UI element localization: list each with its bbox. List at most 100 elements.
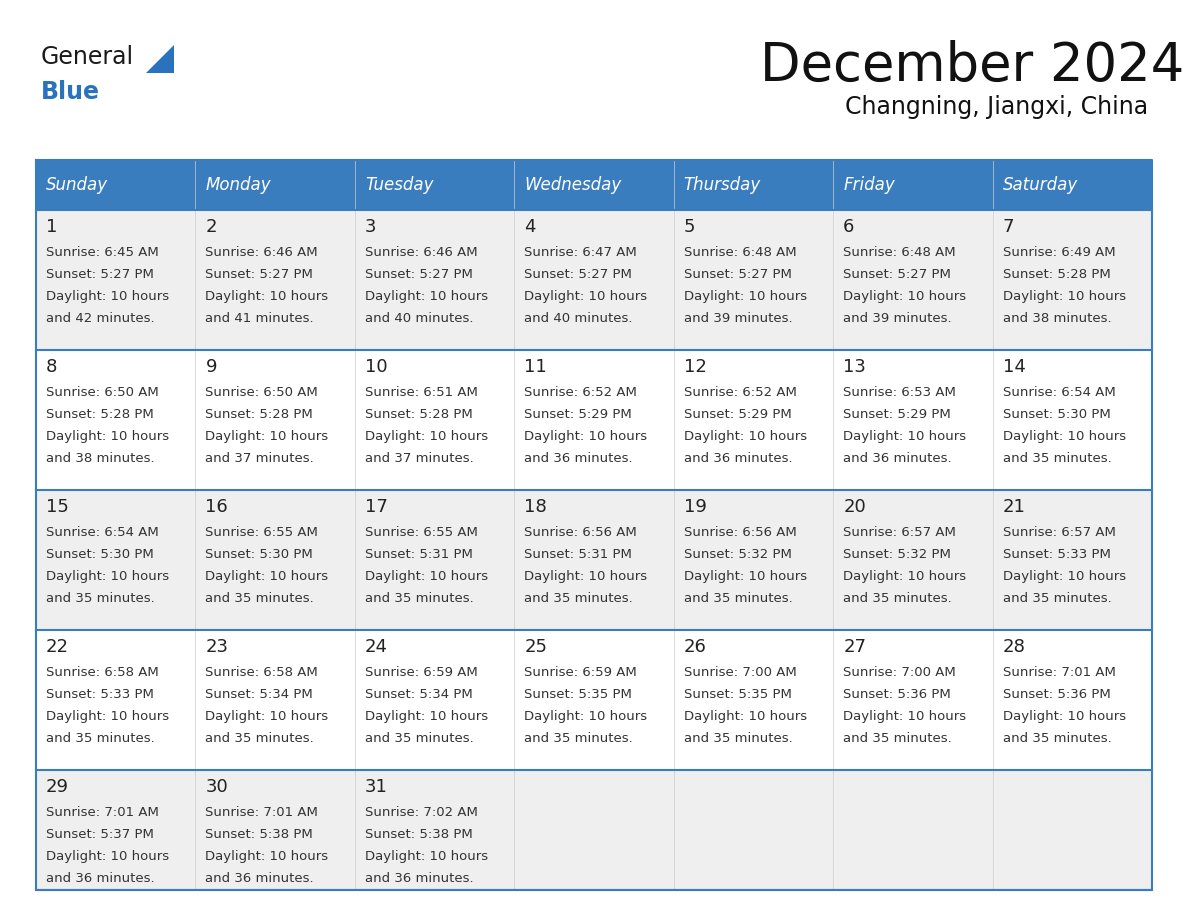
Text: and 35 minutes.: and 35 minutes. <box>1003 732 1111 745</box>
Text: Sunrise: 6:55 AM: Sunrise: 6:55 AM <box>206 526 318 539</box>
Text: 8: 8 <box>46 358 57 376</box>
Text: Daylight: 10 hours: Daylight: 10 hours <box>365 430 488 443</box>
Text: Sunrise: 7:01 AM: Sunrise: 7:01 AM <box>46 806 159 819</box>
Text: Daylight: 10 hours: Daylight: 10 hours <box>46 710 169 723</box>
Text: Daylight: 10 hours: Daylight: 10 hours <box>206 570 329 583</box>
Text: Sunset: 5:27 PM: Sunset: 5:27 PM <box>365 268 473 281</box>
Text: 28: 28 <box>1003 638 1025 656</box>
Text: and 35 minutes.: and 35 minutes. <box>843 732 952 745</box>
Text: Sunset: 5:33 PM: Sunset: 5:33 PM <box>1003 548 1111 561</box>
Text: Sunrise: 6:56 AM: Sunrise: 6:56 AM <box>524 526 637 539</box>
Text: 3: 3 <box>365 218 377 236</box>
Text: Sunset: 5:31 PM: Sunset: 5:31 PM <box>524 548 632 561</box>
Text: and 35 minutes.: and 35 minutes. <box>524 732 633 745</box>
Text: and 38 minutes.: and 38 minutes. <box>46 452 154 465</box>
Text: Sunset: 5:32 PM: Sunset: 5:32 PM <box>843 548 952 561</box>
Text: Daylight: 10 hours: Daylight: 10 hours <box>46 430 169 443</box>
Text: Daylight: 10 hours: Daylight: 10 hours <box>684 710 807 723</box>
Text: 25: 25 <box>524 638 548 656</box>
Text: Sunrise: 6:45 AM: Sunrise: 6:45 AM <box>46 246 159 259</box>
Text: Sunset: 5:29 PM: Sunset: 5:29 PM <box>684 408 791 421</box>
Text: and 35 minutes.: and 35 minutes. <box>206 592 314 605</box>
Text: 27: 27 <box>843 638 866 656</box>
Text: Sunset: 5:32 PM: Sunset: 5:32 PM <box>684 548 791 561</box>
Text: Sunrise: 6:46 AM: Sunrise: 6:46 AM <box>365 246 478 259</box>
Text: Daylight: 10 hours: Daylight: 10 hours <box>46 290 169 303</box>
Text: Sunset: 5:29 PM: Sunset: 5:29 PM <box>843 408 950 421</box>
Text: Sunrise: 7:01 AM: Sunrise: 7:01 AM <box>206 806 318 819</box>
Text: 14: 14 <box>1003 358 1025 376</box>
Text: 9: 9 <box>206 358 217 376</box>
Text: 5: 5 <box>684 218 695 236</box>
Text: 11: 11 <box>524 358 546 376</box>
Text: Sunset: 5:30 PM: Sunset: 5:30 PM <box>206 548 314 561</box>
Text: 2: 2 <box>206 218 217 236</box>
Text: Daylight: 10 hours: Daylight: 10 hours <box>524 570 647 583</box>
Text: Sunrise: 7:00 AM: Sunrise: 7:00 AM <box>684 666 796 679</box>
Text: Sunday: Sunday <box>46 176 108 194</box>
Text: 21: 21 <box>1003 498 1025 516</box>
Text: and 39 minutes.: and 39 minutes. <box>843 312 952 325</box>
Text: and 36 minutes.: and 36 minutes. <box>524 452 633 465</box>
Bar <box>36 630 1152 770</box>
Text: Daylight: 10 hours: Daylight: 10 hours <box>1003 710 1126 723</box>
Text: 10: 10 <box>365 358 387 376</box>
Text: 1: 1 <box>46 218 57 236</box>
Bar <box>992 160 1152 210</box>
Text: Daylight: 10 hours: Daylight: 10 hours <box>843 290 966 303</box>
Text: Daylight: 10 hours: Daylight: 10 hours <box>365 290 488 303</box>
Text: 19: 19 <box>684 498 707 516</box>
Text: Sunset: 5:28 PM: Sunset: 5:28 PM <box>365 408 473 421</box>
Bar <box>36 210 1152 350</box>
Text: Daylight: 10 hours: Daylight: 10 hours <box>843 710 966 723</box>
Text: and 36 minutes.: and 36 minutes. <box>365 872 474 885</box>
Text: Sunrise: 6:54 AM: Sunrise: 6:54 AM <box>1003 386 1116 399</box>
Bar <box>36 350 1152 490</box>
Text: and 37 minutes.: and 37 minutes. <box>206 452 314 465</box>
Text: Sunrise: 6:57 AM: Sunrise: 6:57 AM <box>1003 526 1116 539</box>
Text: Sunset: 5:38 PM: Sunset: 5:38 PM <box>206 828 314 841</box>
Text: Sunrise: 6:51 AM: Sunrise: 6:51 AM <box>365 386 478 399</box>
Text: Sunset: 5:28 PM: Sunset: 5:28 PM <box>206 408 314 421</box>
Text: and 35 minutes.: and 35 minutes. <box>365 732 474 745</box>
Text: 31: 31 <box>365 778 387 796</box>
Text: Sunrise: 6:47 AM: Sunrise: 6:47 AM <box>524 246 637 259</box>
Text: General: General <box>42 45 134 69</box>
Text: Sunset: 5:35 PM: Sunset: 5:35 PM <box>524 688 632 701</box>
Text: Sunrise: 6:52 AM: Sunrise: 6:52 AM <box>524 386 637 399</box>
Polygon shape <box>146 45 173 73</box>
Text: 20: 20 <box>843 498 866 516</box>
Text: Sunset: 5:27 PM: Sunset: 5:27 PM <box>524 268 632 281</box>
Text: Daylight: 10 hours: Daylight: 10 hours <box>1003 290 1126 303</box>
Text: Daylight: 10 hours: Daylight: 10 hours <box>684 290 807 303</box>
Text: Sunrise: 6:46 AM: Sunrise: 6:46 AM <box>206 246 318 259</box>
Text: Daylight: 10 hours: Daylight: 10 hours <box>46 850 169 863</box>
Bar <box>36 160 196 210</box>
Text: Daylight: 10 hours: Daylight: 10 hours <box>524 710 647 723</box>
Text: and 40 minutes.: and 40 minutes. <box>524 312 633 325</box>
Text: Daylight: 10 hours: Daylight: 10 hours <box>46 570 169 583</box>
Text: 17: 17 <box>365 498 387 516</box>
Text: 24: 24 <box>365 638 387 656</box>
Text: Friday: Friday <box>843 176 895 194</box>
Text: Saturday: Saturday <box>1003 176 1078 194</box>
Text: Blue: Blue <box>42 80 100 104</box>
Text: Sunrise: 6:54 AM: Sunrise: 6:54 AM <box>46 526 159 539</box>
Text: Thursday: Thursday <box>684 176 762 194</box>
Text: and 35 minutes.: and 35 minutes. <box>684 592 792 605</box>
Bar <box>514 160 674 210</box>
Text: Sunrise: 6:59 AM: Sunrise: 6:59 AM <box>524 666 637 679</box>
Text: Daylight: 10 hours: Daylight: 10 hours <box>206 710 329 723</box>
Text: 22: 22 <box>46 638 69 656</box>
Text: Sunrise: 6:52 AM: Sunrise: 6:52 AM <box>684 386 797 399</box>
Text: Sunrise: 6:58 AM: Sunrise: 6:58 AM <box>206 666 318 679</box>
Text: Daylight: 10 hours: Daylight: 10 hours <box>1003 430 1126 443</box>
Text: 13: 13 <box>843 358 866 376</box>
Text: Sunrise: 6:59 AM: Sunrise: 6:59 AM <box>365 666 478 679</box>
Text: 7: 7 <box>1003 218 1015 236</box>
Text: Daylight: 10 hours: Daylight: 10 hours <box>684 430 807 443</box>
Text: and 36 minutes.: and 36 minutes. <box>684 452 792 465</box>
Text: Sunset: 5:31 PM: Sunset: 5:31 PM <box>365 548 473 561</box>
Bar <box>36 490 1152 630</box>
Text: Changning, Jiangxi, China: Changning, Jiangxi, China <box>845 95 1148 119</box>
